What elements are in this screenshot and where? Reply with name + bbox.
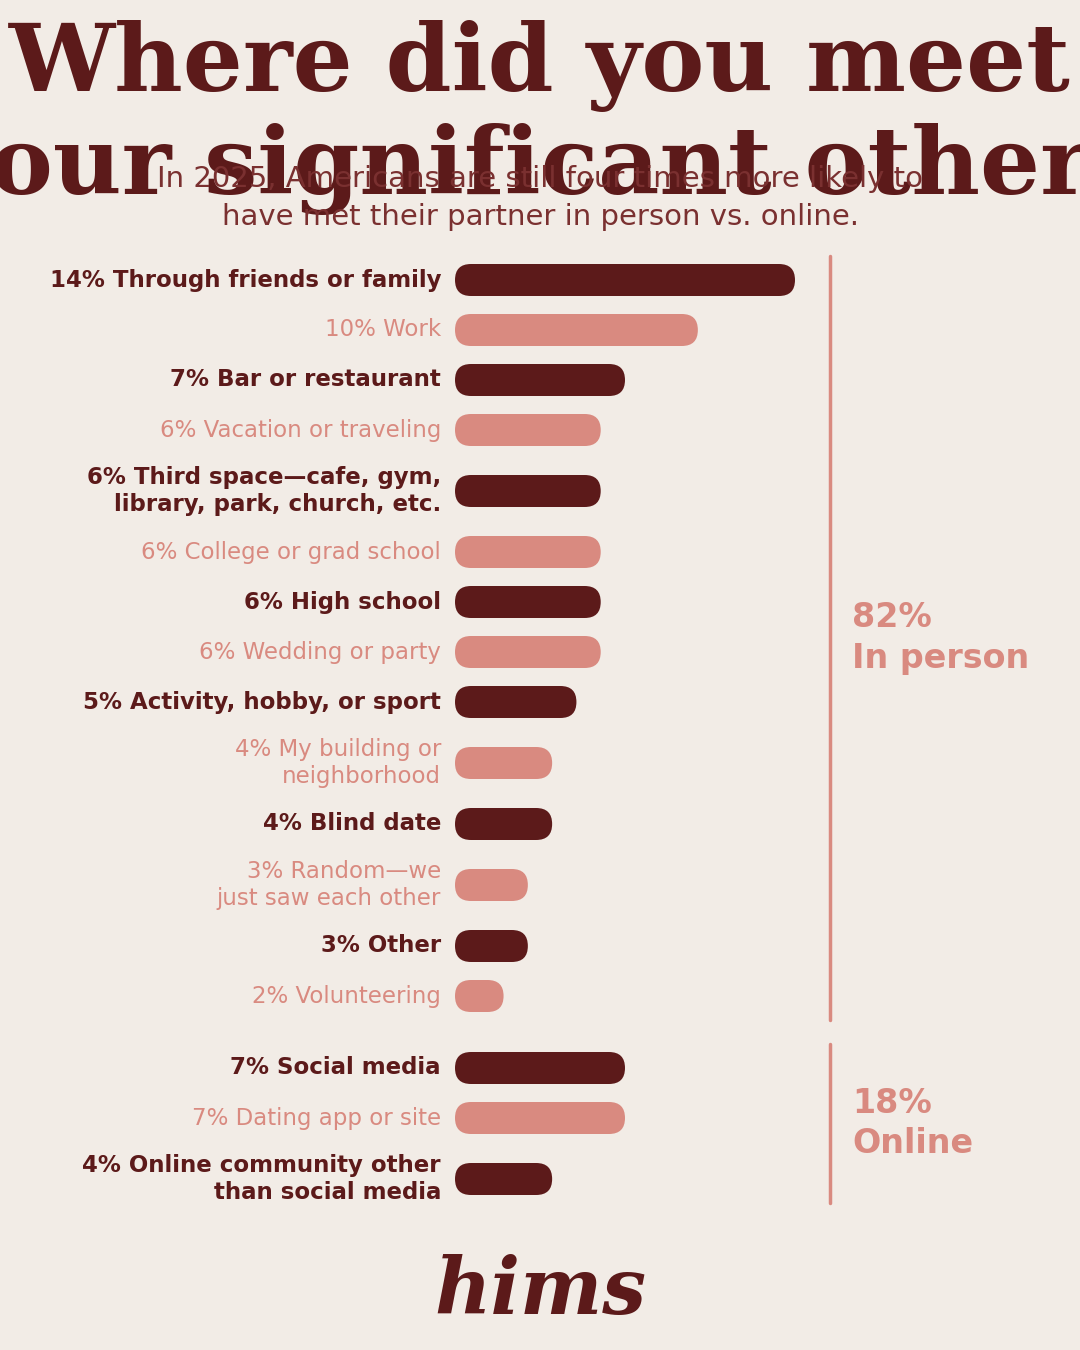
Text: 6% Vacation or traveling: 6% Vacation or traveling [160,418,441,441]
FancyBboxPatch shape [455,414,600,446]
FancyBboxPatch shape [455,265,795,296]
Text: hims: hims [434,1254,646,1330]
FancyBboxPatch shape [455,315,698,346]
Text: 7% Bar or restaurant: 7% Bar or restaurant [171,369,441,391]
Text: 2% Volunteering: 2% Volunteering [252,984,441,1007]
FancyBboxPatch shape [455,636,600,668]
FancyBboxPatch shape [455,747,552,779]
FancyBboxPatch shape [455,586,600,618]
Text: 10% Work: 10% Work [325,319,441,342]
FancyBboxPatch shape [455,364,625,396]
Text: 4% My building or
neighborhood: 4% My building or neighborhood [234,737,441,788]
Text: 4% Blind date: 4% Blind date [262,813,441,836]
Text: 14% Through friends or family: 14% Through friends or family [50,269,441,292]
FancyBboxPatch shape [455,930,528,963]
Text: 6% High school: 6% High school [244,590,441,613]
Text: 6% College or grad school: 6% College or grad school [141,540,441,563]
Text: Where did you meet
your significant other?: Where did you meet your significant othe… [0,20,1080,215]
Text: 6% Third space—cafe, gym,
library, park, church, etc.: 6% Third space—cafe, gym, library, park,… [86,466,441,516]
Text: 4% Online community other
than social media: 4% Online community other than social me… [82,1154,441,1204]
Text: 3% Random—we
just saw each other: 3% Random—we just saw each other [217,860,441,910]
Text: In 2025, Americans are still four times more likely to
have met their partner in: In 2025, Americans are still four times … [157,165,923,231]
FancyBboxPatch shape [455,869,528,900]
FancyBboxPatch shape [455,1162,552,1195]
Text: 82%
In person: 82% In person [852,601,1029,675]
FancyBboxPatch shape [455,475,600,508]
Text: 6% Wedding or party: 6% Wedding or party [199,640,441,663]
FancyBboxPatch shape [455,809,552,840]
Text: 7% Dating app or site: 7% Dating app or site [192,1107,441,1130]
FancyBboxPatch shape [455,1052,625,1084]
Text: 5% Activity, hobby, or sport: 5% Activity, hobby, or sport [83,690,441,714]
FancyBboxPatch shape [455,686,577,718]
FancyBboxPatch shape [455,1102,625,1134]
Text: 3% Other: 3% Other [321,934,441,957]
FancyBboxPatch shape [455,980,503,1012]
Text: 7% Social media: 7% Social media [230,1057,441,1080]
FancyBboxPatch shape [455,536,600,568]
Text: 18%
Online: 18% Online [852,1087,973,1161]
